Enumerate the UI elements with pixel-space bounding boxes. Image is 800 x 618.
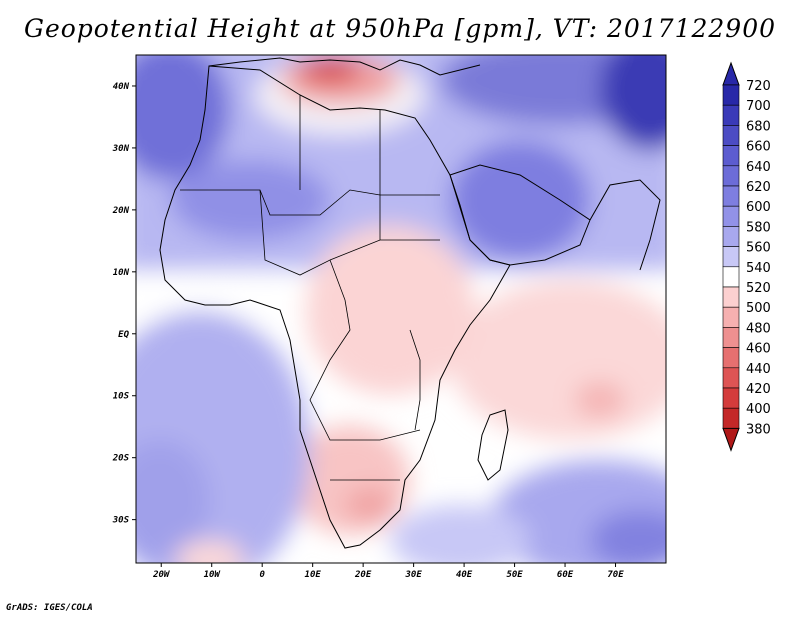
lon-tick-label: 20W — [152, 570, 171, 580]
colorbar-label: 680 — [746, 119, 771, 134]
colorbar-swatch — [722, 185, 740, 207]
colorbar-swatch — [722, 407, 740, 429]
colorbar-swatch — [722, 84, 740, 106]
lon-tick-label: 10W — [204, 570, 222, 580]
latitude-axis: 40N 30N 20N 10N EQ 10S 20S 30S — [112, 82, 136, 526]
colorbar-label: 380 — [746, 422, 771, 437]
colorbar-label: 700 — [746, 99, 771, 114]
colorbar-label: 440 — [746, 362, 771, 377]
colorbar-swatch — [722, 104, 740, 126]
colorbar-label: 580 — [746, 220, 771, 235]
lat-tick-label: 10S — [113, 392, 130, 402]
arabia-coastline — [449, 164, 591, 266]
lon-tick-label: 20E — [354, 570, 372, 580]
footer-credit: GrADS: IGES/COLA — [6, 603, 93, 613]
colorbar-label: 540 — [746, 261, 771, 276]
colorbar-label: 500 — [746, 301, 771, 316]
colorbar-label: 560 — [746, 241, 771, 256]
colorbar-swatch — [722, 165, 740, 187]
lon-tick-label: 10E — [305, 570, 322, 580]
colorbar-swatch — [722, 125, 740, 146]
colorbar-top-arrow — [722, 61, 740, 86]
madagascar-coastline — [477, 409, 509, 481]
colorbar-label: 420 — [746, 382, 771, 397]
colorbar-label: 720 — [746, 79, 771, 94]
colorbar-swatch — [722, 205, 740, 227]
colorbar-swatch — [722, 327, 740, 348]
lon-tick-label: 60E — [557, 570, 574, 580]
europe-coastline — [208, 57, 481, 76]
colorbar-label: 620 — [746, 180, 771, 195]
colorbar-label: 520 — [746, 281, 771, 296]
africa-coastline — [159, 65, 511, 549]
lat-tick-label: 30S — [112, 516, 130, 526]
lon-tick-label: 50E — [506, 570, 523, 580]
colorbar-swatch — [722, 226, 740, 247]
colorbar-swatch — [722, 246, 740, 268]
colorbar-label: 460 — [746, 342, 771, 357]
colorbar-swatch — [722, 367, 740, 389]
lat-tick-label: 20S — [112, 454, 130, 464]
lon-tick-label: 40E — [456, 570, 473, 580]
chart-title: Geopotential Height at 950hPa [gpm], VT:… — [23, 14, 777, 43]
colorbar: 720 700 680 660 640 620 600 580 560 540 520 500 480 4… — [722, 61, 771, 452]
map-frame — [135, 54, 667, 564]
lon-tick-label: 0 — [259, 570, 265, 580]
lat-tick-label: 20N — [112, 206, 130, 216]
lat-tick-label: 10N — [113, 268, 130, 278]
longitude-axis: 20W 10W 0 10E 20E 30E 40E 50E 60E 70E — [152, 563, 624, 580]
colorbar-swatch — [722, 387, 740, 409]
colorbar-bottom-arrow — [722, 427, 740, 452]
lat-tick-label: EQ — [118, 330, 129, 340]
lat-tick-label: 30N — [112, 144, 130, 154]
colorbar-label: 400 — [746, 402, 771, 417]
coastlines — [159, 57, 661, 549]
lon-tick-label: 70E — [607, 570, 624, 580]
lon-tick-label: 30E — [404, 570, 422, 580]
colorbar-swatch — [722, 347, 740, 369]
colorbar-label: 640 — [746, 160, 771, 175]
asia-coastline — [589, 179, 661, 271]
colorbar-swatch — [722, 266, 740, 288]
lat-tick-label: 40N — [113, 82, 130, 92]
colorbar-label: 600 — [746, 200, 771, 215]
colorbar-swatch — [722, 286, 740, 308]
colorbar-swatch — [722, 145, 740, 167]
colorbar-label: 480 — [746, 321, 771, 336]
colorbar-swatch — [722, 306, 740, 328]
colorbar-label: 660 — [746, 140, 771, 155]
